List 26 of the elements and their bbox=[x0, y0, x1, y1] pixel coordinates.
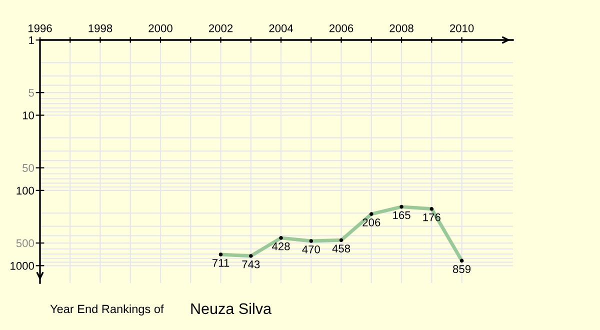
x-tick-label: 2006 bbox=[329, 24, 354, 32]
y-tick-label: 1000 bbox=[10, 262, 34, 270]
data-label: 470 bbox=[302, 245, 320, 254]
y-tick-label: 5 bbox=[28, 88, 34, 97]
data-label: 165 bbox=[393, 211, 410, 220]
x-tick-label: 2008 bbox=[390, 24, 414, 32]
x-tick-label: 2010 bbox=[450, 24, 474, 32]
data-label: 176 bbox=[423, 213, 440, 222]
data-label: 458 bbox=[332, 244, 350, 252]
text: Year End Rankings of bbox=[50, 304, 164, 316]
data-label: 711 bbox=[212, 259, 230, 267]
y-tick-label: 100 bbox=[16, 186, 34, 195]
x-tick-label: 2000 bbox=[148, 24, 172, 32]
x-tick-label: 2002 bbox=[208, 24, 233, 32]
x-tick-label: 2004 bbox=[269, 24, 294, 32]
data-label: 743 bbox=[242, 260, 260, 268]
x-tick-label: 1998 bbox=[88, 24, 112, 32]
y-tick-label: 1 bbox=[29, 36, 34, 44]
data-label: 206 bbox=[362, 218, 380, 226]
y-tick-label: 500 bbox=[16, 239, 34, 248]
y-tick-label: 50 bbox=[22, 164, 34, 172]
y-tick-label: 10 bbox=[22, 111, 34, 120]
x-tick-label: 1996 bbox=[28, 24, 52, 32]
data-label: 859 bbox=[453, 265, 471, 274]
text: Neuza Silva bbox=[191, 302, 272, 314]
data-label: 428 bbox=[272, 242, 290, 250]
